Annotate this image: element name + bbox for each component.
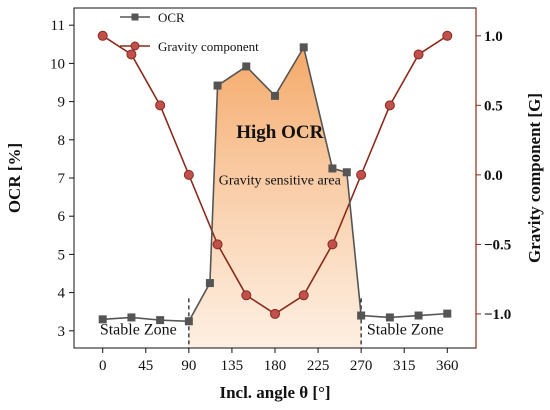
gravity-point bbox=[298, 290, 309, 301]
ocr-point bbox=[328, 164, 337, 173]
y-right-tick-label: −0.5 bbox=[484, 237, 511, 253]
y-right-tick-label: 0.0 bbox=[484, 168, 503, 184]
ocr-point bbox=[156, 316, 165, 325]
y-left-tick-label: 7 bbox=[58, 171, 66, 187]
ocr-point bbox=[443, 309, 452, 318]
y-left-tick-label: 5 bbox=[58, 247, 66, 263]
gravity-point bbox=[241, 290, 252, 301]
gravity-point bbox=[327, 239, 338, 250]
stable-zone-right-label: Stable Zone bbox=[367, 322, 444, 339]
x-tick-label: 180 bbox=[264, 358, 287, 374]
ocr-point bbox=[357, 311, 366, 320]
legend-gravity-marker bbox=[130, 41, 140, 51]
x-tick-label: 45 bbox=[138, 358, 153, 374]
ocr-point bbox=[385, 313, 394, 322]
y-right-tick-label: 1.0 bbox=[484, 29, 503, 45]
gravity-point bbox=[384, 100, 395, 111]
y-left-tick-label: 9 bbox=[58, 95, 66, 111]
y-left-tick-label: 10 bbox=[50, 56, 65, 72]
legend: OCR Gravity component bbox=[120, 10, 259, 54]
y-left-tick-label: 3 bbox=[58, 324, 66, 340]
ocr-point bbox=[98, 315, 107, 324]
x-tick-label: 270 bbox=[350, 358, 373, 374]
gravity-point bbox=[212, 239, 223, 250]
y-axis-right-title: Gravity component [G] bbox=[525, 93, 544, 263]
gravity-point bbox=[155, 100, 166, 111]
ocr-point bbox=[184, 317, 193, 326]
ocr-point bbox=[342, 168, 351, 177]
ocr-point bbox=[242, 62, 251, 71]
gravity-sensitive-shaded-area bbox=[188, 47, 362, 348]
x-tick-label: 315 bbox=[393, 358, 416, 374]
ocr-point bbox=[414, 311, 423, 320]
gravity-sensitive-area-label: Gravity sensitive area bbox=[219, 173, 342, 188]
gravity-point bbox=[356, 169, 367, 180]
ocr-point bbox=[271, 91, 279, 100]
x-tick-label: 225 bbox=[307, 358, 330, 374]
ocr-point bbox=[213, 81, 222, 90]
legend-ocr-label: OCR bbox=[158, 10, 185, 25]
x-tick-label: 360 bbox=[436, 358, 459, 374]
y-left-tick-label: 8 bbox=[58, 133, 66, 149]
gravity-point bbox=[183, 169, 194, 180]
x-tick-label: 0 bbox=[99, 358, 107, 374]
y-right-tick-label: 0.5 bbox=[484, 98, 503, 114]
y-left-tick-label: 6 bbox=[58, 209, 66, 225]
gravity-point bbox=[413, 49, 424, 60]
ocr-point bbox=[127, 313, 136, 322]
gravity-point bbox=[97, 30, 108, 41]
legend-gravity-label: Gravity component bbox=[158, 39, 259, 54]
ocr-point bbox=[299, 43, 308, 52]
gravity-point bbox=[126, 49, 137, 60]
ocr-point bbox=[205, 279, 214, 288]
gravity-point bbox=[442, 30, 453, 41]
x-tick-label: 135 bbox=[221, 358, 244, 374]
y-left-tick-label: 11 bbox=[51, 18, 65, 34]
x-tick-label: 90 bbox=[181, 358, 196, 374]
high-ocr-label: High OCR bbox=[236, 122, 323, 143]
legend-ocr-marker bbox=[131, 13, 139, 21]
x-axis-title: Incl. angle θ [°] bbox=[219, 383, 330, 402]
y-axis-left-title: OCR [%] bbox=[5, 143, 24, 213]
y-right-tick-label: −1.0 bbox=[484, 307, 511, 323]
stable-zone-left-label: Stable Zone bbox=[100, 322, 177, 339]
gravity-point bbox=[270, 308, 280, 319]
y-left-tick-label: 4 bbox=[58, 286, 66, 302]
